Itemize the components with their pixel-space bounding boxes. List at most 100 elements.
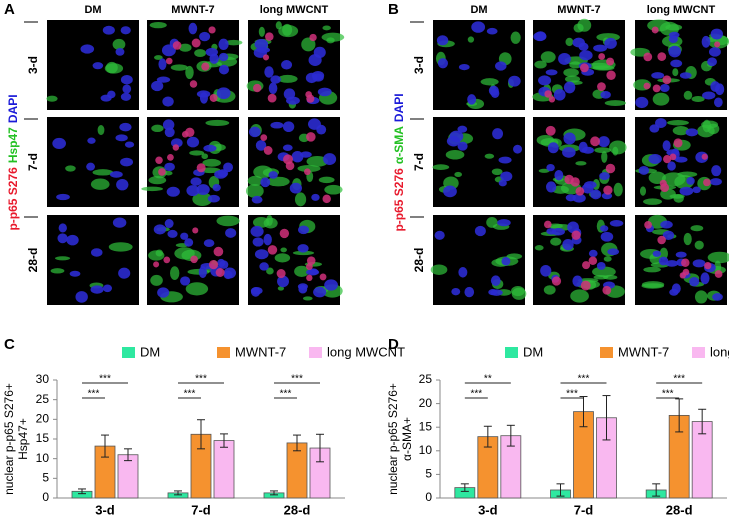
nucleus xyxy=(323,153,337,166)
nucleus xyxy=(180,232,189,240)
nucleus xyxy=(251,195,263,204)
significance-label: ** xyxy=(484,374,492,385)
p65-nucleus xyxy=(660,183,670,192)
error-bar xyxy=(483,425,492,448)
p65-nucleus xyxy=(191,38,201,48)
p65-nucleus xyxy=(644,220,652,229)
micrograph xyxy=(147,20,243,110)
legend-label: long MWCNT xyxy=(710,344,729,359)
nucleus xyxy=(311,70,325,81)
nucleus xyxy=(186,136,200,148)
nucleus xyxy=(120,74,133,85)
p65-nucleus xyxy=(603,185,613,195)
micrograph xyxy=(147,215,240,305)
nucleus xyxy=(668,45,682,58)
nucleus xyxy=(205,47,218,57)
nucleus xyxy=(458,63,470,71)
nucleus xyxy=(190,177,202,186)
nucleus xyxy=(161,44,176,57)
nucleus xyxy=(156,76,171,83)
p65-nucleus xyxy=(651,26,659,34)
row-label: 3-d xyxy=(26,56,40,74)
cell-stain xyxy=(484,153,495,159)
nucleus xyxy=(458,267,468,278)
cell-stain xyxy=(552,185,569,194)
cell-stain xyxy=(707,251,729,264)
cell-stain xyxy=(301,37,316,52)
nucleus xyxy=(255,140,267,151)
nucleus xyxy=(635,96,649,109)
nucleus xyxy=(52,137,66,150)
nucleus xyxy=(120,26,131,35)
nucleus xyxy=(685,128,699,137)
nucleus xyxy=(714,97,723,108)
row-label: 3-d xyxy=(412,56,426,74)
p65-nucleus xyxy=(158,168,166,176)
p65-nucleus xyxy=(309,33,317,42)
p65-nucleus xyxy=(306,132,316,142)
nucleus xyxy=(540,264,552,277)
cell-stain xyxy=(577,18,592,32)
nucleus xyxy=(449,130,464,143)
micrograph xyxy=(141,117,239,207)
nucleus xyxy=(665,260,679,267)
nucleus xyxy=(609,220,624,227)
nucleus xyxy=(311,193,320,201)
nucleus xyxy=(90,248,103,257)
cell-stain xyxy=(54,256,71,261)
nucleus xyxy=(708,47,721,57)
row-label: 28-d xyxy=(412,248,426,273)
cell-stain xyxy=(601,151,608,163)
p65-nucleus xyxy=(213,246,224,257)
p65-nucleus xyxy=(201,62,210,71)
p65-nucleus xyxy=(192,227,199,234)
stain-part: DAPI xyxy=(6,94,20,123)
y-tick-label: 20 xyxy=(36,412,50,426)
stain-part: p-p65 S276 xyxy=(392,168,406,232)
nucleus xyxy=(164,218,174,229)
cell-stain xyxy=(224,39,243,46)
nucleus xyxy=(457,141,468,151)
nucleus xyxy=(162,96,174,107)
micrograph xyxy=(47,117,139,207)
x-tick-label: 7-d xyxy=(191,502,211,517)
nucleus xyxy=(490,275,501,286)
nucleus xyxy=(436,35,449,46)
nucleus xyxy=(607,248,620,256)
nucleus xyxy=(80,44,95,54)
y-tick-label: 0 xyxy=(425,490,432,504)
micrograph-bg xyxy=(433,20,525,110)
significance-label: *** xyxy=(566,389,578,400)
nucleus xyxy=(651,72,665,79)
micrograph xyxy=(635,117,727,207)
y-tick-label: 0 xyxy=(42,490,49,504)
x-tick-label: 7-d xyxy=(574,502,594,517)
nucleus xyxy=(216,87,231,100)
stain-part: Hsp47 xyxy=(6,127,20,163)
nucleus xyxy=(598,136,610,148)
cell-stain xyxy=(170,266,180,280)
y-tick-label: 15 xyxy=(36,431,50,445)
cell-stain xyxy=(592,266,616,278)
cell-stain xyxy=(292,250,315,256)
nucleus xyxy=(254,249,269,260)
legend-label: DM xyxy=(140,344,160,359)
nucleus xyxy=(599,172,610,180)
p65-nucleus xyxy=(265,32,274,41)
p65-nucleus xyxy=(544,90,552,98)
error-bar xyxy=(556,483,565,497)
nucleus xyxy=(119,122,132,132)
cell-stain xyxy=(548,223,563,229)
cell-stain xyxy=(201,153,209,160)
cell-stain xyxy=(673,194,684,203)
cell-stain xyxy=(534,245,544,251)
nucleus xyxy=(498,179,507,187)
nucleus xyxy=(604,37,617,49)
cell-stain xyxy=(322,25,331,31)
cell-stain xyxy=(603,256,612,262)
nucleus xyxy=(692,186,701,194)
bar xyxy=(117,454,139,499)
nucleus xyxy=(218,38,229,51)
cell-stain xyxy=(659,247,668,260)
cell-stain xyxy=(141,186,163,192)
